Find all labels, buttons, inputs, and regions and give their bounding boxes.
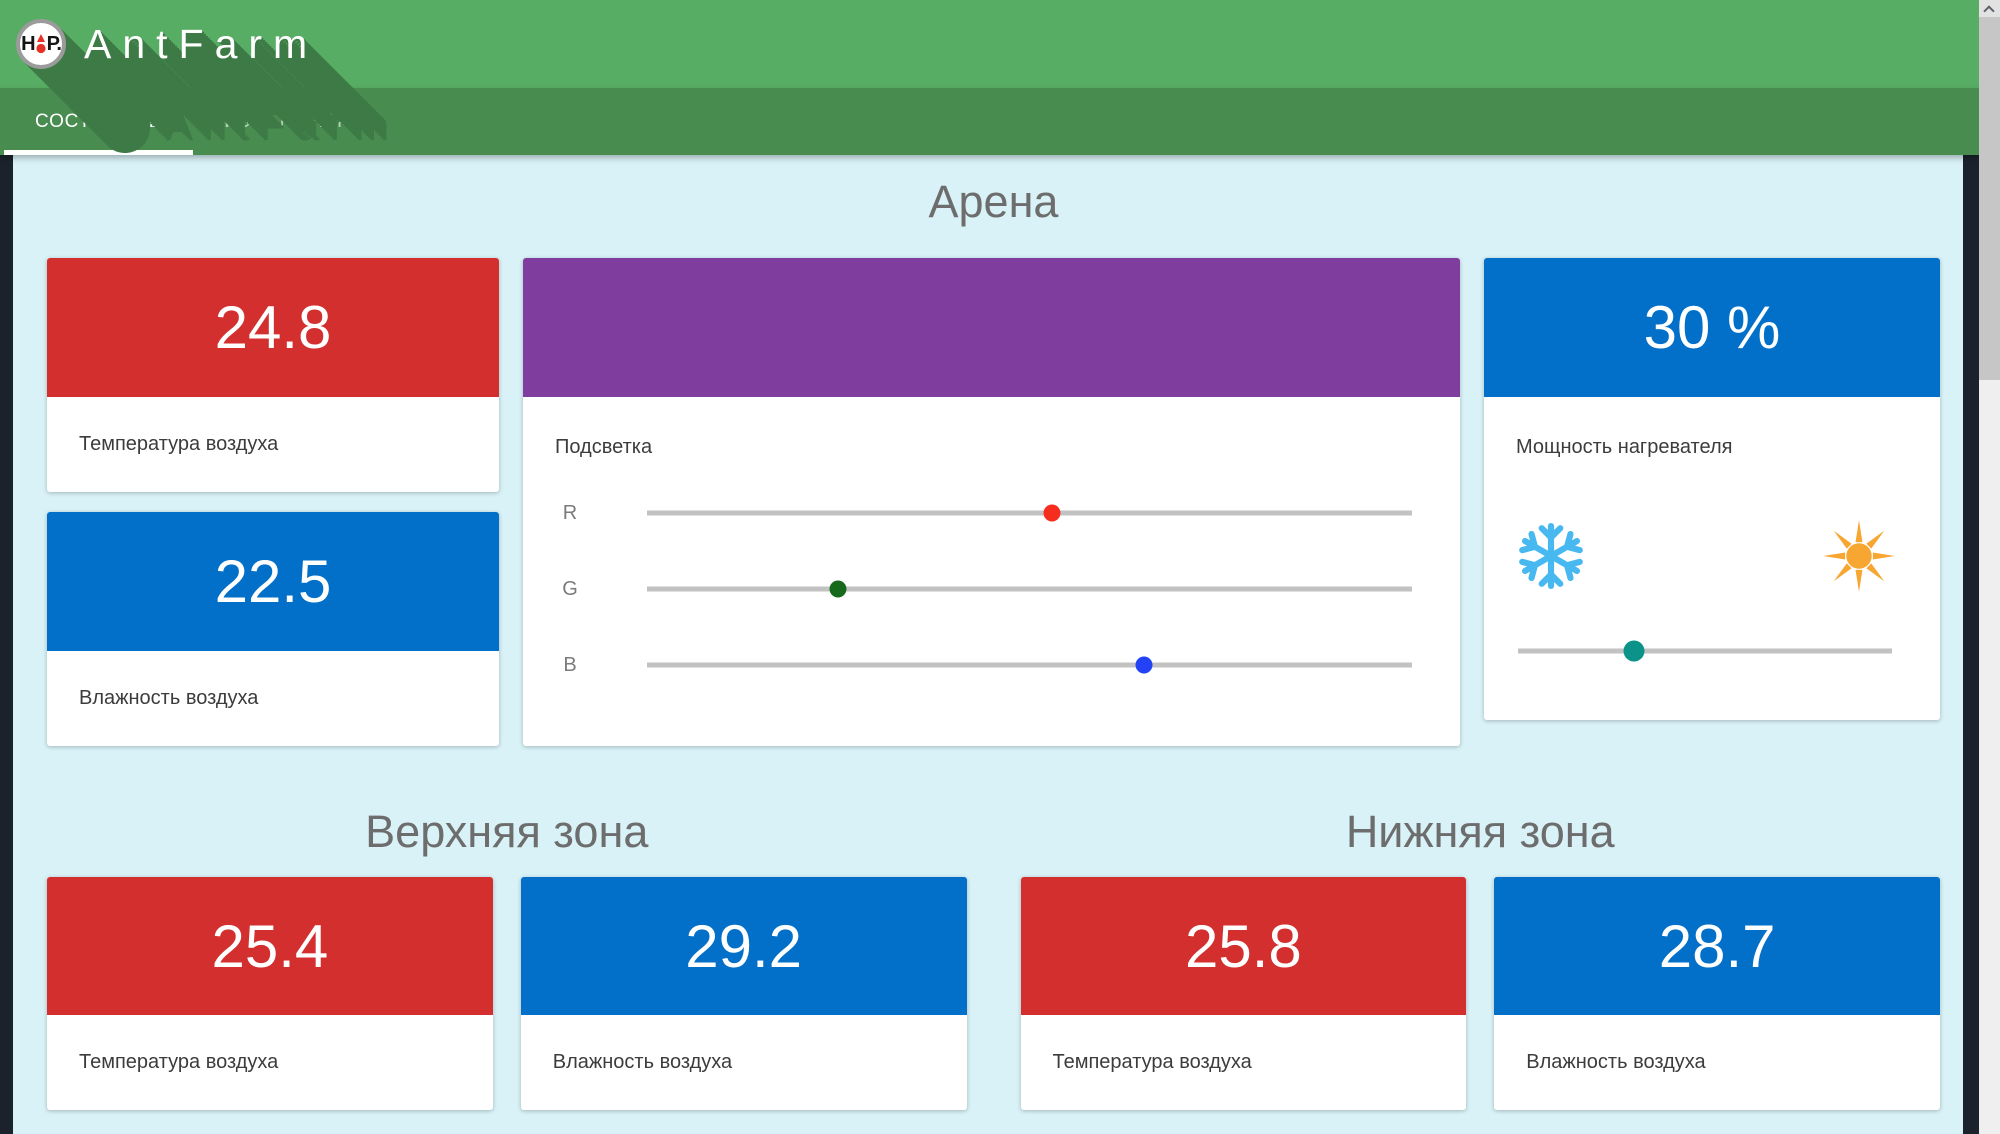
heater-slider-thumb[interactable] <box>1623 640 1645 662</box>
label-text: Температура воздуха <box>79 433 279 455</box>
red-slider[interactable] <box>647 502 1412 524</box>
upper-zone-section: Верхняя зона 25.4 Температура воздуха 29… <box>47 806 967 1110</box>
scrollbar-thumb[interactable] <box>1979 17 2000 380</box>
label-text: Температура воздуха <box>79 1051 279 1073</box>
heater-power-value: 30 % <box>1484 258 1940 397</box>
slider-track <box>647 586 1412 592</box>
slider-row-red: R <box>555 475 1412 551</box>
backlight-sliders: R G B <box>523 475 1460 703</box>
card-label: Температура воздуха <box>47 1015 493 1110</box>
tab-image[interactable]: ИЗОБРАЖЕНИЕ <box>193 88 410 155</box>
slider-row-blue: B <box>555 627 1412 703</box>
tab-bar: СОСТОЯНИЕ ИЗОБРАЖЕНИЕ <box>0 88 1979 155</box>
chevron-up-icon <box>1983 5 1995 17</box>
lower-zone-temperature-value: 25.8 <box>1020 877 1467 1015</box>
backlight-label: Подсветка <box>555 436 653 458</box>
ant-drop-icon <box>35 34 46 54</box>
value-text: 22.5 <box>214 548 332 615</box>
backlight-color-preview <box>523 258 1460 397</box>
brand-title: AntFarm <box>84 20 319 67</box>
tab-state-label: СОСТОЯНИЕ <box>35 110 163 132</box>
section-title-lower-zone: Нижняя зона <box>1345 806 1615 857</box>
value-text: 25.8 <box>1184 912 1302 980</box>
sun-icon <box>1823 520 1895 592</box>
arena-temperature-value: 24.8 <box>47 258 499 397</box>
blue-slider-thumb[interactable] <box>1135 656 1153 674</box>
scrollbar[interactable] <box>1979 0 2000 1134</box>
channel-label-b: B <box>563 653 577 676</box>
upper-zone-humidity-value: 29.2 <box>520 877 967 1015</box>
channel-label-g: G <box>562 577 578 600</box>
main-content: Арена 24.8 Температура воздуха 22.5 <box>13 155 1963 1134</box>
value-text: 30 % <box>1643 294 1781 361</box>
tab-state[interactable]: СОСТОЯНИЕ <box>4 88 194 155</box>
value-text: 29.2 <box>685 912 803 980</box>
upper-zone-humidity-card: 29.2 Влажность воздуха <box>520 877 967 1110</box>
app-header <box>0 0 1979 88</box>
card-label: Влажность воздуха <box>1494 1015 1940 1110</box>
arena-humidity-card: 22.5 Влажность воздуха <box>47 512 499 746</box>
section-title-upper-zone: Верхняя зона <box>365 806 649 857</box>
card-label: Температура воздуха <box>47 397 499 492</box>
slider-track <box>647 662 1412 668</box>
heater-card: 30 % Мощность нагревателя <box>1484 258 1940 720</box>
card-label: Влажность воздуха <box>521 1015 967 1110</box>
section-title-arena: Арена <box>928 176 1059 227</box>
card-label: Температура воздуха <box>1021 1015 1467 1110</box>
lower-zone-humidity-card: 28.7 Влажность воздуха <box>1494 877 1940 1110</box>
green-slider-thumb[interactable] <box>829 580 847 598</box>
upper-zone-temperature-card: 25.4 Температура воздуха <box>47 877 493 1110</box>
lower-zone-humidity-value: 28.7 <box>1494 877 1940 1015</box>
logo-text-right: P. <box>46 32 62 55</box>
slider-track <box>1518 648 1892 654</box>
green-slider[interactable] <box>647 578 1412 600</box>
heater-power-slider[interactable] <box>1518 640 1892 662</box>
slider-track <box>647 510 1412 516</box>
label-text: Влажность воздуха <box>1526 1051 1706 1073</box>
label-text: Влажность воздуха <box>79 687 259 709</box>
value-text: 25.4 <box>211 912 329 980</box>
lower-zone-section: Нижняя зона 25.8 Температура воздуха 28.… <box>1020 806 1940 1110</box>
channel-label-r: R <box>562 501 578 524</box>
snowflake-icon <box>1519 523 1583 589</box>
label-text: Температура воздуха <box>1052 1051 1252 1073</box>
arena-humidity-value: 22.5 <box>47 512 499 651</box>
tab-image-label: ИЗОБРАЖЕНИЕ <box>224 110 380 132</box>
brand: H P. AntFarm <box>16 0 318 88</box>
red-slider-thumb[interactable] <box>1043 504 1061 522</box>
upper-zone-temperature-value: 25.4 <box>47 877 493 1015</box>
slider-row-green: G <box>555 551 1412 627</box>
backlight-card: Подсветка R G <box>523 258 1460 746</box>
value-text: 28.7 <box>1658 912 1776 980</box>
blue-slider[interactable] <box>647 654 1412 676</box>
heater-label: Мощность нагревателя <box>1516 436 1733 458</box>
upper-zone-cards: 25.4 Температура воздуха 29.2 Влажность … <box>47 877 967 1110</box>
value-text: 24.8 <box>214 294 332 361</box>
lower-zone-cards: 25.8 Температура воздуха 28.7 Влажность … <box>1020 877 1940 1110</box>
brand-logo: H P. <box>16 19 66 69</box>
label-text: Влажность воздуха <box>552 1051 733 1073</box>
lower-zone-temperature-card: 25.8 Температура воздуха <box>1020 877 1467 1110</box>
card-label: Влажность воздуха <box>47 651 499 746</box>
arena-section: 24.8 Температура воздуха 22.5 Влажность … <box>47 258 1940 746</box>
logo-text-left: H <box>21 32 35 55</box>
arena-left-column: 24.8 Температура воздуха 22.5 Влажность … <box>47 258 499 746</box>
zones-section: Верхняя зона 25.4 Температура воздуха 29… <box>47 806 1940 1110</box>
scroll-up-button[interactable] <box>1979 0 2000 17</box>
heater-icons <box>1484 519 1940 593</box>
arena-temperature-card: 24.8 Температура воздуха <box>47 258 499 492</box>
